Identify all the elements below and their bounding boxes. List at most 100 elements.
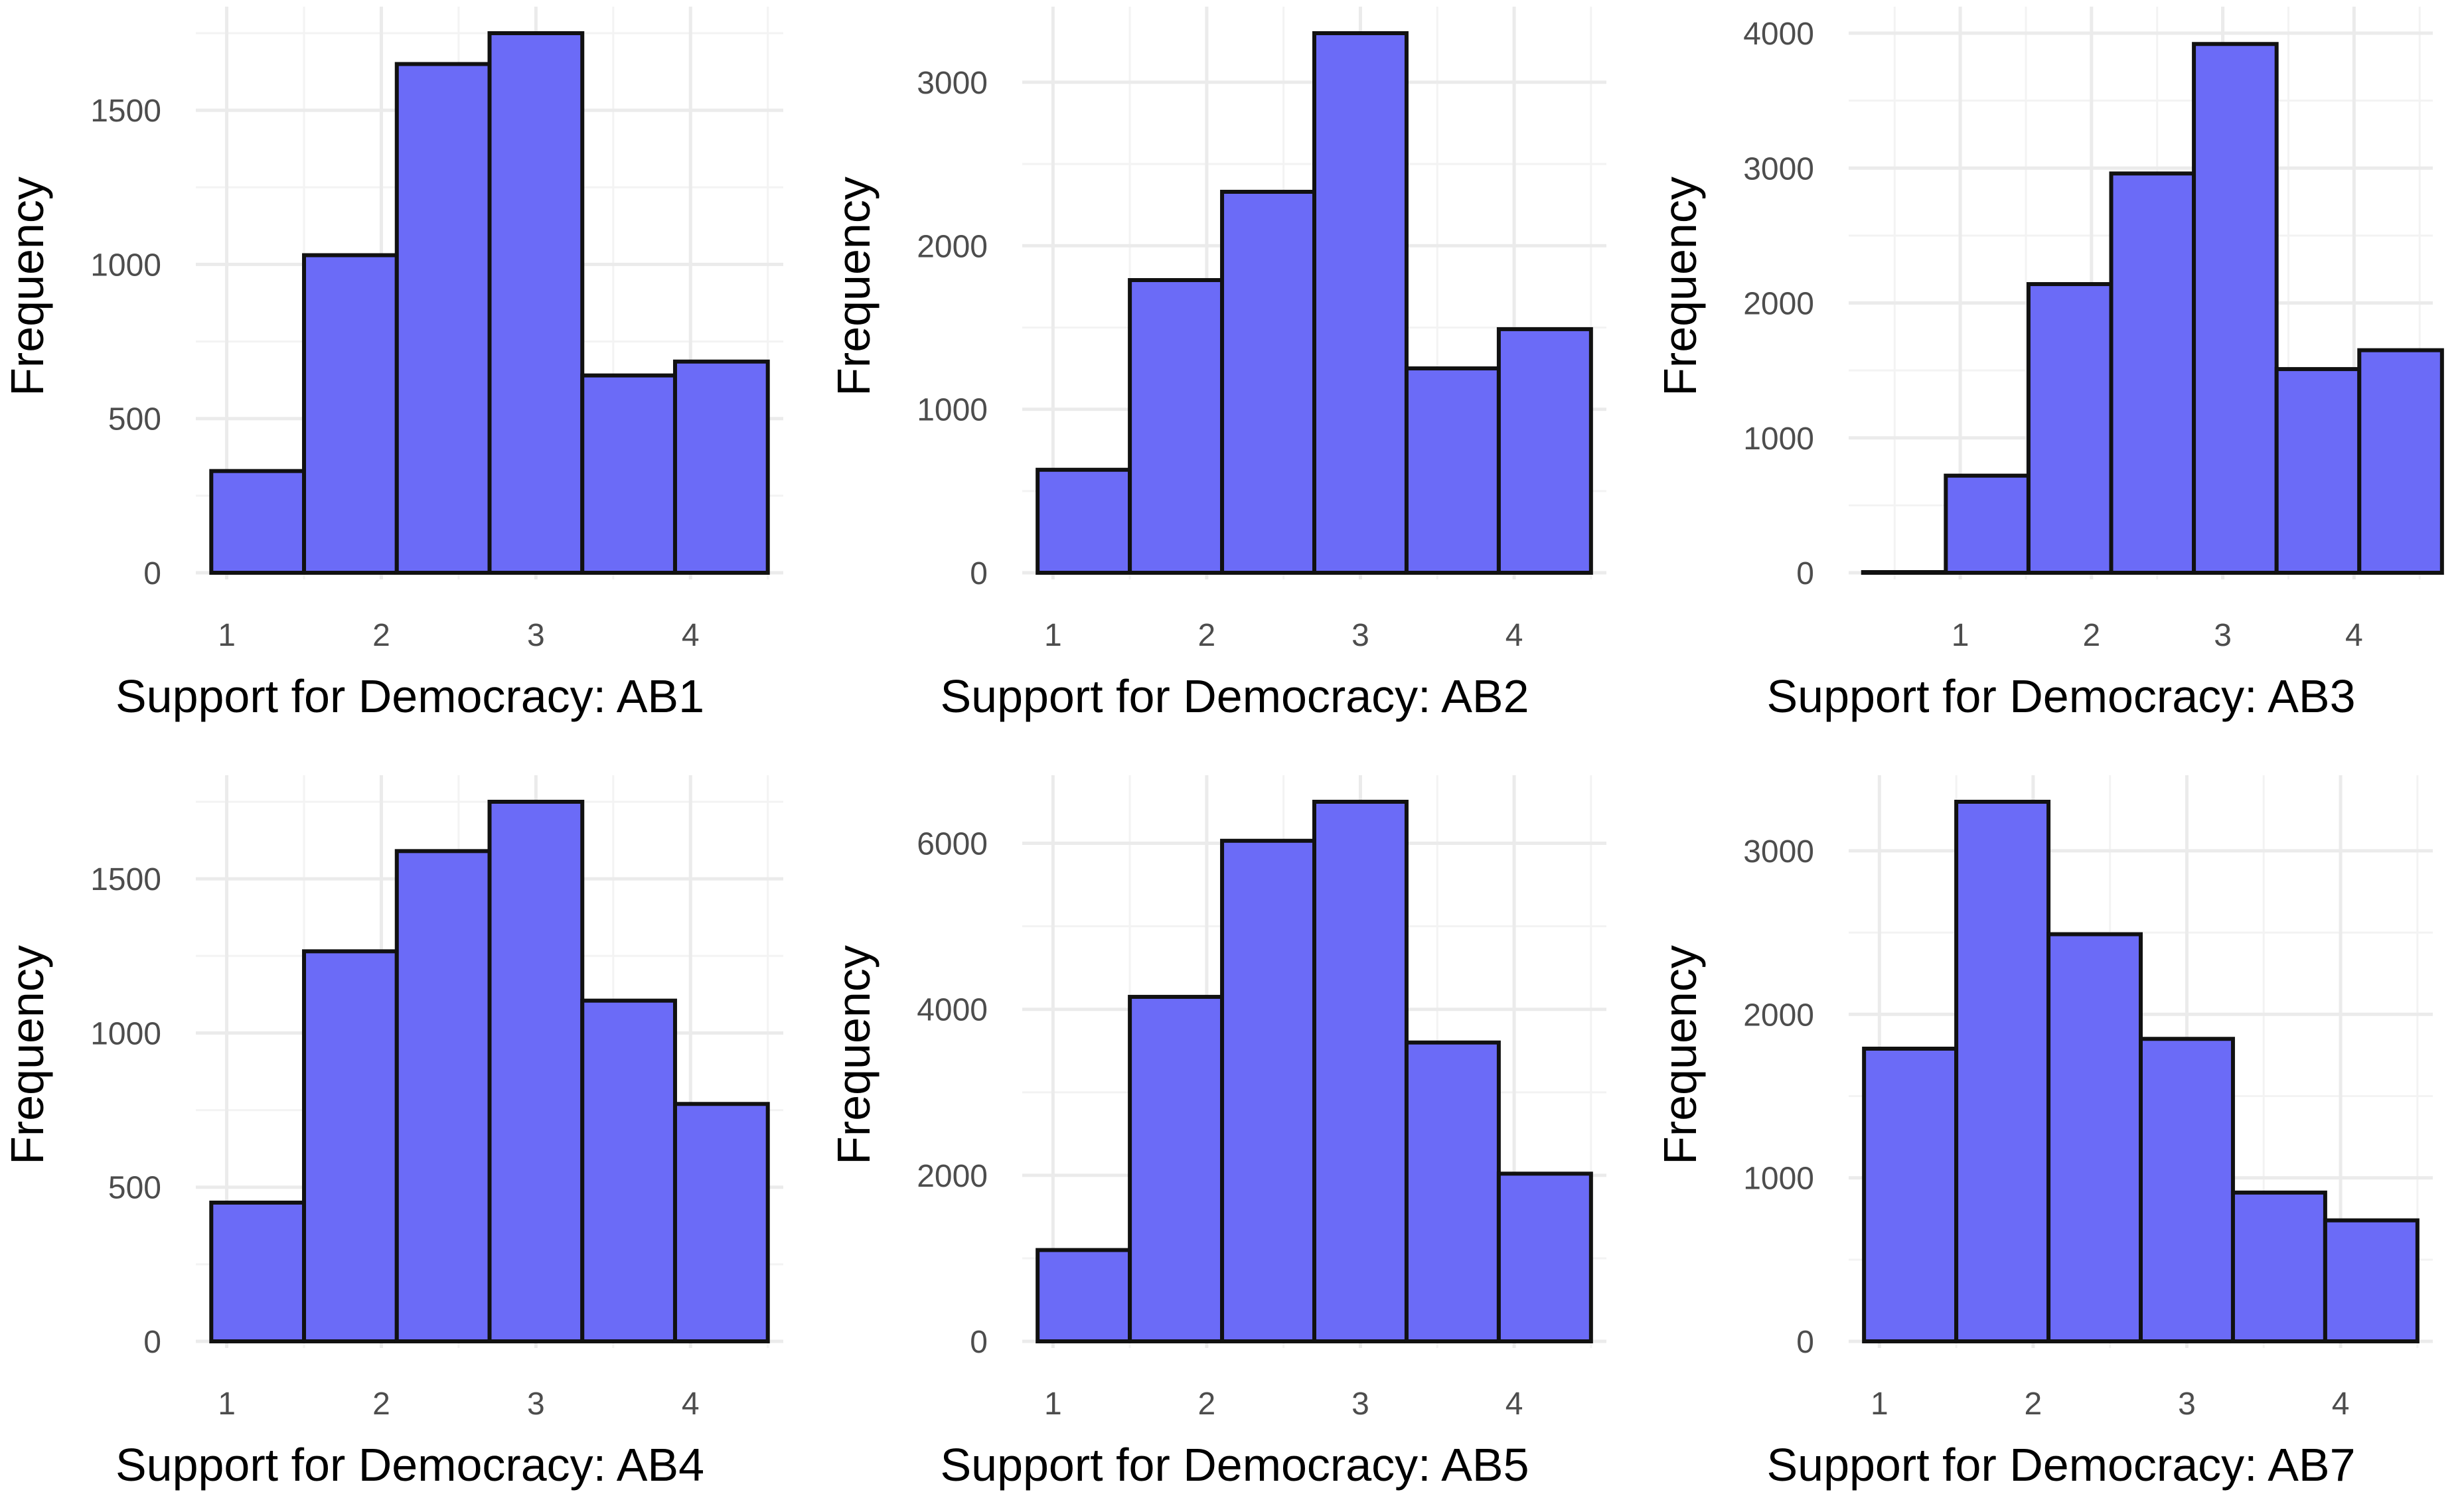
x-tick-label: 2 <box>2025 1386 2042 1422</box>
y-tick-label: 0 <box>143 1325 161 1360</box>
y-tick-label: 4000 <box>1743 17 1814 52</box>
histogram-bar <box>209 1200 307 1344</box>
y-tick-label: 1500 <box>90 94 161 129</box>
histogram-bar <box>1312 31 1409 575</box>
histogram-bar <box>2274 367 2362 575</box>
y-tick-label: 3000 <box>1743 834 1814 869</box>
histogram-bars <box>209 31 770 575</box>
x-tick-label: 1 <box>218 618 236 653</box>
histogram-bar <box>1036 1248 1132 1344</box>
histogram-panel-1: 1 2 3 4 0 500 1000 1500 Support for Democracy: A… <box>1 7 783 722</box>
histogram-bar <box>487 31 585 575</box>
y-tick-label: 1000 <box>917 393 988 428</box>
y-tick-label: 1000 <box>90 1016 161 1051</box>
histogram-bar <box>672 1102 770 1344</box>
x-tick-label: 3 <box>1351 618 1369 653</box>
histogram-bar <box>394 849 492 1343</box>
histogram-panel-3: 1 2 3 4 0 1000 2000 3000 4000 Support for Democra… <box>1654 7 2444 722</box>
x-tick-label: 2 <box>372 618 390 653</box>
y-tick-label: 500 <box>108 402 161 437</box>
histogram-bar <box>1220 838 1316 1343</box>
histogram-bars <box>1036 31 1593 575</box>
x-tick-label: 3 <box>2178 1386 2196 1422</box>
y-axis-title: Frequency <box>1654 177 1706 396</box>
histogram-bar <box>1496 327 1593 575</box>
histogram-bar <box>2109 171 2196 575</box>
x-axis-title: Support for Democracy: AB1 <box>116 670 704 722</box>
histogram-bar <box>580 373 677 575</box>
x-tick-label: 2 <box>1198 1386 1216 1422</box>
histogram-bar <box>1954 800 2051 1343</box>
x-tick-label: 1 <box>1044 1386 1062 1422</box>
histogram-bar <box>1496 1171 1593 1343</box>
y-axis-title: Frequency <box>1654 945 1706 1165</box>
histogram-bar <box>302 253 399 575</box>
histogram-bar <box>2026 282 2114 575</box>
x-tick-label: 1 <box>1871 1386 1888 1422</box>
x-tick-label: 3 <box>1351 1386 1369 1422</box>
x-tick-label: 2 <box>1198 618 1216 653</box>
y-axis-title: Frequency <box>828 177 880 396</box>
x-axis-title: Support for Democracy: AB2 <box>940 670 1529 722</box>
y-tick-label: 0 <box>970 556 988 591</box>
y-axis-title: Frequency <box>1 177 53 396</box>
histogram-bar <box>1404 366 1501 575</box>
y-tick-label: 1000 <box>1743 1161 1814 1197</box>
x-axis-title: Support for Democracy: AB5 <box>940 1439 1529 1491</box>
y-tick-label: 6000 <box>917 827 988 862</box>
x-tick-label: 3 <box>527 618 545 653</box>
x-axis-title: Support for Democracy: AB4 <box>116 1439 704 1491</box>
y-tick-label: 500 <box>108 1171 161 1206</box>
y-tick-label: 0 <box>143 556 161 591</box>
y-axis-title: Frequency <box>828 945 880 1165</box>
histogram-bar <box>1036 467 1132 575</box>
histogram-bar <box>2192 42 2279 575</box>
y-tick-label: 0 <box>1796 1325 1814 1360</box>
y-tick-label: 2000 <box>917 229 988 264</box>
x-tick-label: 1 <box>218 1386 236 1422</box>
y-tick-label: 1000 <box>1743 421 1814 457</box>
histogram-bar <box>1944 473 2031 575</box>
y-tick-label: 2000 <box>1743 998 1814 1033</box>
x-tick-label: 4 <box>2345 618 2363 653</box>
histogram-bar <box>580 998 677 1343</box>
x-tick-label: 4 <box>1505 1386 1523 1422</box>
histogram-panel-2: 1 2 3 4 0 1000 2000 3000 Support for Democracy: … <box>828 7 1606 722</box>
x-tick-label: 2 <box>372 1386 390 1422</box>
histogram-bar <box>1862 1047 1959 1343</box>
x-axis-title: Support for Democracy: AB7 <box>1766 1439 2355 1491</box>
histogram-bar <box>1128 994 1225 1343</box>
x-tick-label: 4 <box>682 1386 700 1422</box>
y-tick-label: 0 <box>970 1325 988 1360</box>
x-axis-title: Support for Democracy: AB3 <box>1766 670 2355 722</box>
histogram-bar <box>487 800 585 1343</box>
histogram-bar <box>1128 278 1225 575</box>
histogram-bar <box>672 359 770 575</box>
histogram-bar <box>2357 348 2444 575</box>
histogram-bar <box>302 949 399 1343</box>
histogram-bar <box>2230 1190 2327 1343</box>
x-tick-label: 4 <box>1505 618 1523 653</box>
histogram-bars <box>1862 800 2420 1344</box>
histogram-bars <box>209 800 770 1344</box>
y-tick-label: 1000 <box>90 248 161 283</box>
histogram-bar <box>2046 932 2143 1343</box>
histogram-bar <box>2139 1037 2235 1344</box>
x-tick-label: 4 <box>682 618 700 653</box>
histogram-bar <box>1861 569 1948 575</box>
y-tick-label: 0 <box>1796 556 1814 591</box>
y-tick-label: 2000 <box>917 1159 988 1194</box>
x-tick-label: 4 <box>2332 1386 2350 1422</box>
histogram-bars <box>1861 42 2444 575</box>
histogram-bars <box>1036 800 1593 1344</box>
x-tick-label: 1 <box>1952 618 1969 653</box>
y-tick-label: 4000 <box>917 993 988 1028</box>
x-tick-label: 3 <box>2214 618 2232 653</box>
y-axis-title: Frequency <box>1 945 53 1165</box>
histogram-bar <box>1312 800 1409 1343</box>
histogram-bar <box>209 469 307 575</box>
y-tick-label: 1500 <box>90 862 161 897</box>
histogram-panel-5: 1 2 3 4 0 2000 4000 6000 Support for Democracy: … <box>828 775 1606 1491</box>
y-tick-label: 3000 <box>917 66 988 101</box>
